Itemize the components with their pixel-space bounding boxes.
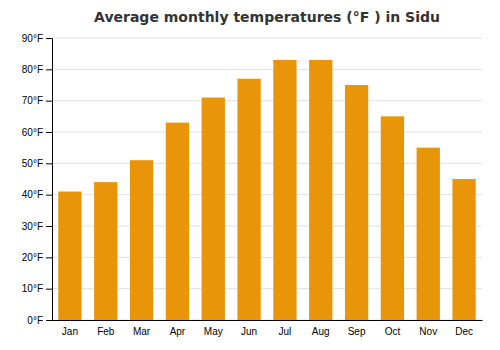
bar xyxy=(417,148,440,320)
bar xyxy=(345,85,368,320)
bar xyxy=(94,182,117,320)
tick-label: Jun xyxy=(241,326,257,337)
grid-line xyxy=(52,38,482,39)
tick-mark xyxy=(46,257,52,258)
tick-label: 60°F xyxy=(22,127,43,138)
grid-line xyxy=(52,100,482,101)
tick-mark xyxy=(46,132,52,133)
tick-label: Apr xyxy=(170,326,186,337)
tick-mark xyxy=(46,163,52,164)
bar xyxy=(237,79,260,320)
axis-line xyxy=(53,320,483,321)
tick: 80°F xyxy=(22,64,52,75)
bar xyxy=(273,60,296,320)
tick-label: Aug xyxy=(312,326,330,337)
title: Average monthly temperatures (°F ) in Si… xyxy=(94,9,440,25)
bar xyxy=(202,98,225,320)
tick-label: 30°F xyxy=(22,221,43,232)
tick-label: Mar xyxy=(133,326,151,337)
tick: 50°F xyxy=(22,158,52,169)
tick-label: 40°F xyxy=(22,189,43,200)
tick-mark xyxy=(46,226,52,227)
bars xyxy=(58,60,475,320)
tick: Jan xyxy=(62,326,78,337)
tick-label: 20°F xyxy=(22,252,43,263)
tick-label: Nov xyxy=(419,326,437,337)
tick-label: Dec xyxy=(455,326,473,337)
bar xyxy=(166,123,189,320)
tick-label: Jul xyxy=(279,326,292,337)
tick: May xyxy=(204,326,223,337)
tick: Mar xyxy=(133,326,151,337)
tick-mark xyxy=(46,69,52,70)
tick-mark xyxy=(46,289,52,290)
axis-line xyxy=(46,39,53,321)
tick: Oct xyxy=(385,326,401,337)
tick: Aug xyxy=(312,326,330,337)
tick-label: 80°F xyxy=(22,64,43,75)
tick-mark xyxy=(46,38,52,39)
chart: Jan Feb Mar Apr May Jun Jul Aug Sep Oct Nov Dec 0°F 1… xyxy=(0,0,500,350)
tick-label: 70°F xyxy=(22,95,43,106)
plot-area: Jan Feb Mar Apr May Jun Jul Aug Sep Oct Nov Dec 0°F 1… xyxy=(22,33,483,337)
tick: 30°F xyxy=(22,221,52,232)
tick-label: 50°F xyxy=(22,158,43,169)
tick-mark xyxy=(46,195,52,196)
tick: Jun xyxy=(241,326,257,337)
grid-line xyxy=(52,132,482,133)
bar xyxy=(58,192,81,320)
tick: 10°F xyxy=(22,283,52,294)
tick-label: Feb xyxy=(97,326,115,337)
tick: Apr xyxy=(170,326,186,337)
y-axis: 0°F 10°F 20°F 30°F 40°F 50°F 60°F 70°F 80°F 90°F xyxy=(22,33,53,326)
tick: Nov xyxy=(419,326,437,337)
tick-label: 90°F xyxy=(22,33,43,44)
tick-mark xyxy=(46,101,52,102)
grid xyxy=(52,38,482,320)
tick: Jul xyxy=(279,326,292,337)
bar xyxy=(381,116,404,320)
bar xyxy=(452,179,475,320)
tick-label: Sep xyxy=(348,326,366,337)
tick: Sep xyxy=(348,326,366,337)
tick-mark xyxy=(46,320,52,321)
tick-label: May xyxy=(204,326,223,337)
tick: 60°F xyxy=(22,127,52,138)
tick-label: Jan xyxy=(62,326,78,337)
tick: 40°F xyxy=(22,189,52,200)
tick-label: Oct xyxy=(385,326,401,337)
tick: 0°F xyxy=(27,315,52,326)
tick-label: 0°F xyxy=(27,315,43,326)
tick: Feb xyxy=(97,326,115,337)
tick: Dec xyxy=(455,326,473,337)
grid-line xyxy=(52,69,482,70)
bar xyxy=(130,160,153,320)
tick: 20°F xyxy=(22,252,52,263)
x-axis: Jan Feb Mar Apr May Jun Jul Aug Sep Oct Nov Dec xyxy=(53,321,483,338)
tick: 90°F xyxy=(22,33,52,44)
tick-label: 10°F xyxy=(22,283,43,294)
bar xyxy=(309,60,332,320)
tick: 70°F xyxy=(22,95,52,106)
